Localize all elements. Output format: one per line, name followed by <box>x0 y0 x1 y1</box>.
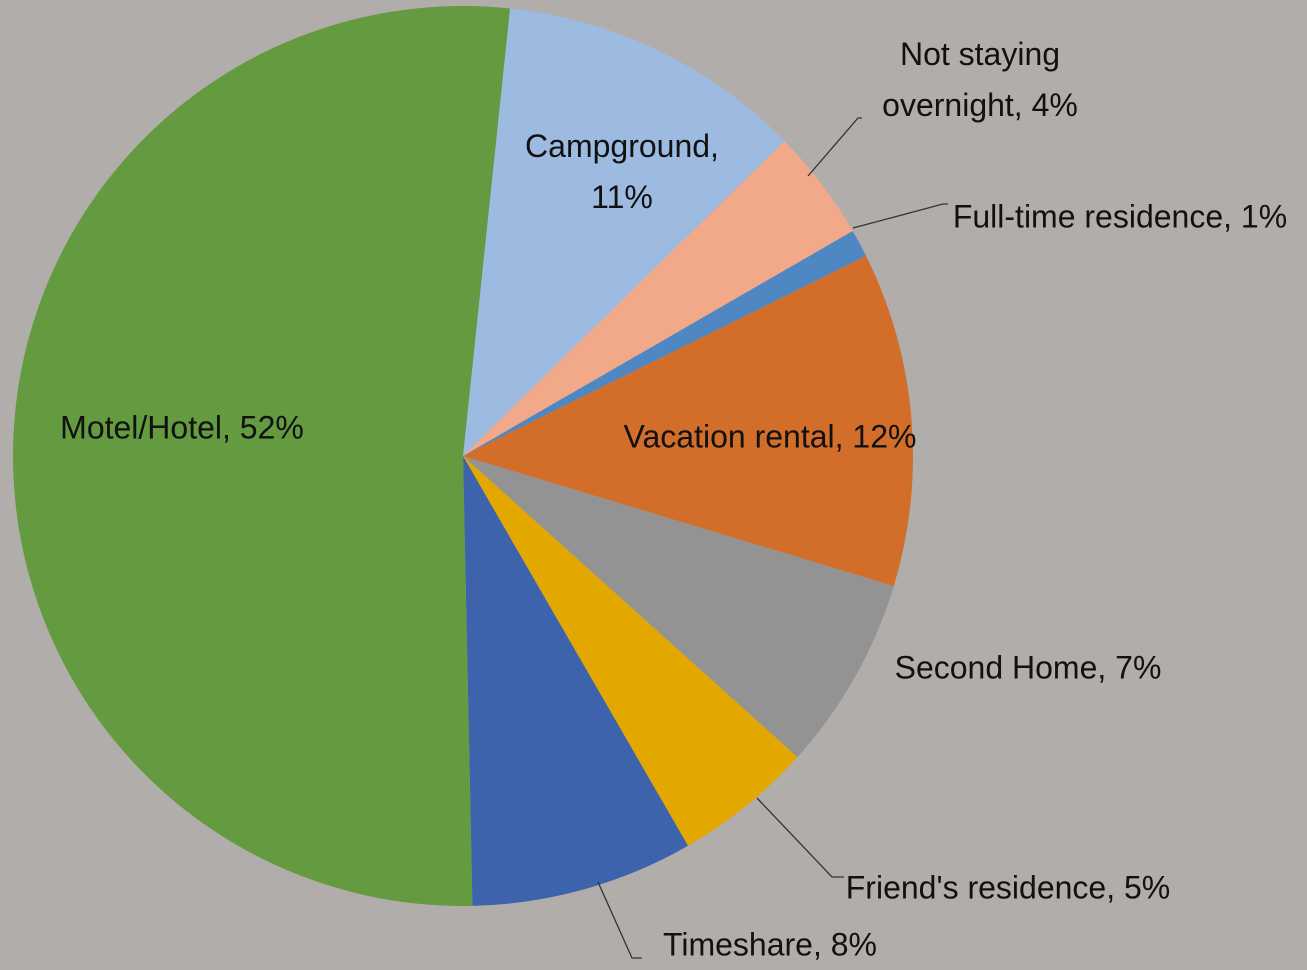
pie-slice <box>12 5 511 906</box>
data-label: Campground, 11% <box>525 128 719 215</box>
leader-line <box>852 203 948 229</box>
pie-slice <box>463 255 913 587</box>
data-label: Second Home, 7% <box>894 649 1162 686</box>
leader-line <box>807 117 862 177</box>
data-label: Not staying overnight, 4% <box>882 36 1078 123</box>
data-label: Full-time residence, 1% <box>952 198 1288 235</box>
leader-line <box>756 797 844 878</box>
data-label: Motel/Hotel, 52% <box>60 409 304 446</box>
data-label: Vacation rental, 12% <box>623 418 917 455</box>
data-label: Timeshare, 8% <box>663 926 877 963</box>
pie-slice <box>463 456 798 846</box>
pie-slice <box>463 456 894 758</box>
leader-line <box>597 881 642 959</box>
pie-slice <box>463 141 853 456</box>
pie-slice <box>463 8 785 456</box>
pie-slice <box>463 456 688 906</box>
data-label: Friend's residence, 5% <box>845 869 1171 906</box>
pie-slice <box>463 231 867 456</box>
